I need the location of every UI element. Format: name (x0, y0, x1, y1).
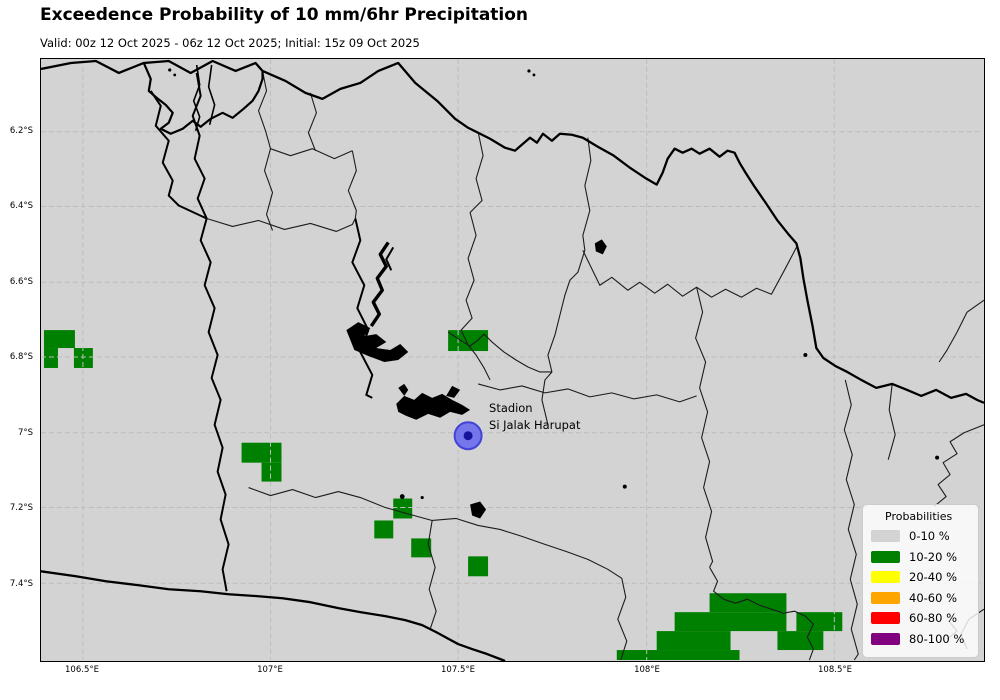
legend-swatch (871, 612, 900, 625)
probability-cell (241, 442, 282, 463)
legend-swatch (871, 550, 900, 563)
probability-cell (656, 631, 731, 651)
station-label: Stadion Si Jalak Harupat (489, 401, 581, 432)
probability-cell (796, 612, 843, 632)
legend-label: 20-40 % (909, 570, 957, 585)
x-axis-ticks: 106.5°E 107°E 107.5°E 108°E 108.5°E (0, 665, 1000, 681)
y-tick-label: 6.2°S (9, 126, 33, 136)
station-label-line2: Si Jalak Harupat (489, 418, 581, 432)
probability-cell (261, 462, 282, 482)
probability-cell (411, 538, 432, 558)
legend-item: 40-60 % (871, 588, 970, 609)
legend-label: 60-80 % (909, 611, 957, 626)
station-label-line1: Stadion (489, 401, 533, 415)
probability-cell (393, 498, 413, 519)
x-tick-label: 108.5°E (818, 665, 852, 675)
map-canvas: Stadion Si Jalak Harupat (41, 59, 984, 661)
admin-boundaries (206, 70, 984, 661)
legend-label: 10-20 % (909, 549, 957, 564)
station-marker[interactable] (453, 421, 483, 451)
y-tick-label: 7°S (17, 428, 33, 438)
x-tick-label: 107°E (257, 665, 283, 675)
y-tick-label: 6.4°S (9, 201, 33, 211)
y-axis-ticks: 6.2°S 6.4°S 6.6°S 6.8°S 7°S 7.2°S 7.4°S (0, 0, 36, 700)
map-plot-area: Stadion Si Jalak Harupat (40, 58, 985, 662)
probability-cell (448, 330, 489, 352)
legend-swatch (871, 591, 900, 604)
y-tick-label: 7.4°S (9, 579, 33, 589)
urban-water-features (168, 68, 940, 519)
y-tick-label: 6.8°S (9, 352, 33, 362)
probability-cell (777, 631, 824, 651)
legend-item: 20-40 % (871, 567, 970, 588)
legend-title: Probabilities (885, 510, 953, 523)
station-marker-dot (463, 431, 473, 441)
y-tick-label: 6.6°S (9, 277, 33, 287)
x-tick-label: 108°E (634, 665, 660, 675)
x-tick-label: 107.5°E (441, 665, 475, 675)
legend-label: 80-100 % (909, 631, 965, 646)
legend-item: 10-20 % (871, 547, 970, 568)
legend-swatch (871, 571, 900, 584)
legend-items: 0-10 % 10-20 % 20-40 % 40-60 % 60-80 % 80-100… (871, 526, 970, 649)
legend-box: Probabilities 0-10 % 10-20 % 20-40 % 40-60 … (862, 504, 979, 658)
x-tick-label: 106.5°E (65, 665, 99, 675)
province-boundaries (142, 62, 374, 592)
legend-swatch (871, 530, 900, 543)
probability-cell (43, 330, 75, 349)
page-title: Exceedence Probability of 10 mm/6hr Prec… (40, 5, 529, 25)
legend-swatch (871, 632, 900, 645)
legend-item: 80-100 % (871, 629, 970, 650)
probability-cell (468, 556, 489, 577)
legend-item: 60-80 % (871, 608, 970, 629)
probability-cell (374, 520, 394, 539)
probability-cell (616, 650, 740, 661)
probability-cell (674, 612, 787, 632)
legend-label: 0-10 % (909, 529, 950, 544)
probability-cell (43, 348, 58, 368)
y-tick-label: 7.2°S (9, 503, 33, 513)
coastline (41, 59, 984, 661)
probability-cell (709, 593, 787, 613)
legend-item: 0-10 % (871, 526, 970, 547)
legend-label: 40-60 % (909, 590, 957, 605)
valid-time-subtitle: Valid: 00z 12 Oct 2025 - 06z 12 Oct 2025… (40, 36, 420, 50)
probability-cells-layer (43, 330, 843, 661)
